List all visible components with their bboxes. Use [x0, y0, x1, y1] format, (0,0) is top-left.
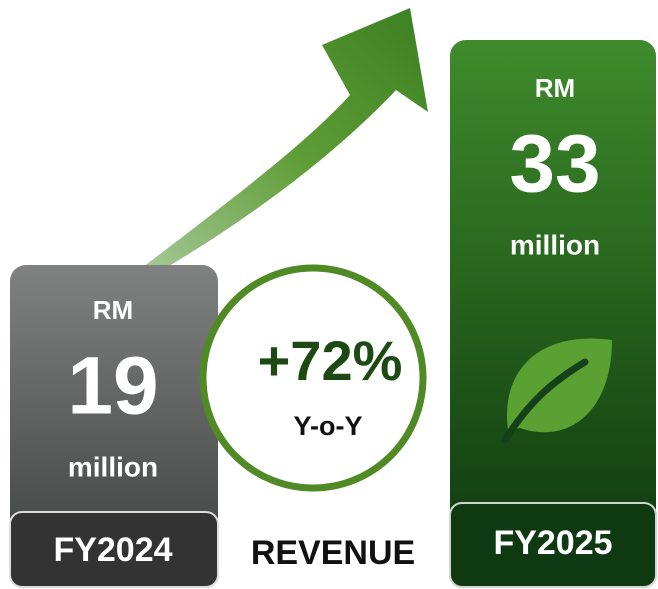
currency: RM [535, 73, 575, 103]
label-box-fy2025 [449, 502, 657, 588]
caption: REVENUE [251, 534, 415, 572]
leaf-icon [501, 338, 612, 444]
year-label: FY2025 [493, 524, 612, 562]
currency: RM [93, 295, 133, 325]
growth-period: Y-o-Y [293, 411, 362, 441]
year-label: FY2024 [53, 531, 172, 569]
growth-circle [199, 264, 427, 492]
amount: 19 [67, 341, 158, 432]
label-box-fy2024 [9, 511, 219, 588]
amount: 33 [509, 119, 600, 210]
growth-change: +72% [258, 329, 403, 392]
growth-arrow [142, 8, 428, 276]
bar-fy2025 [450, 40, 656, 587]
unit: million [68, 451, 158, 482]
unit: million [510, 229, 600, 260]
bar-fy2024 [10, 265, 218, 587]
